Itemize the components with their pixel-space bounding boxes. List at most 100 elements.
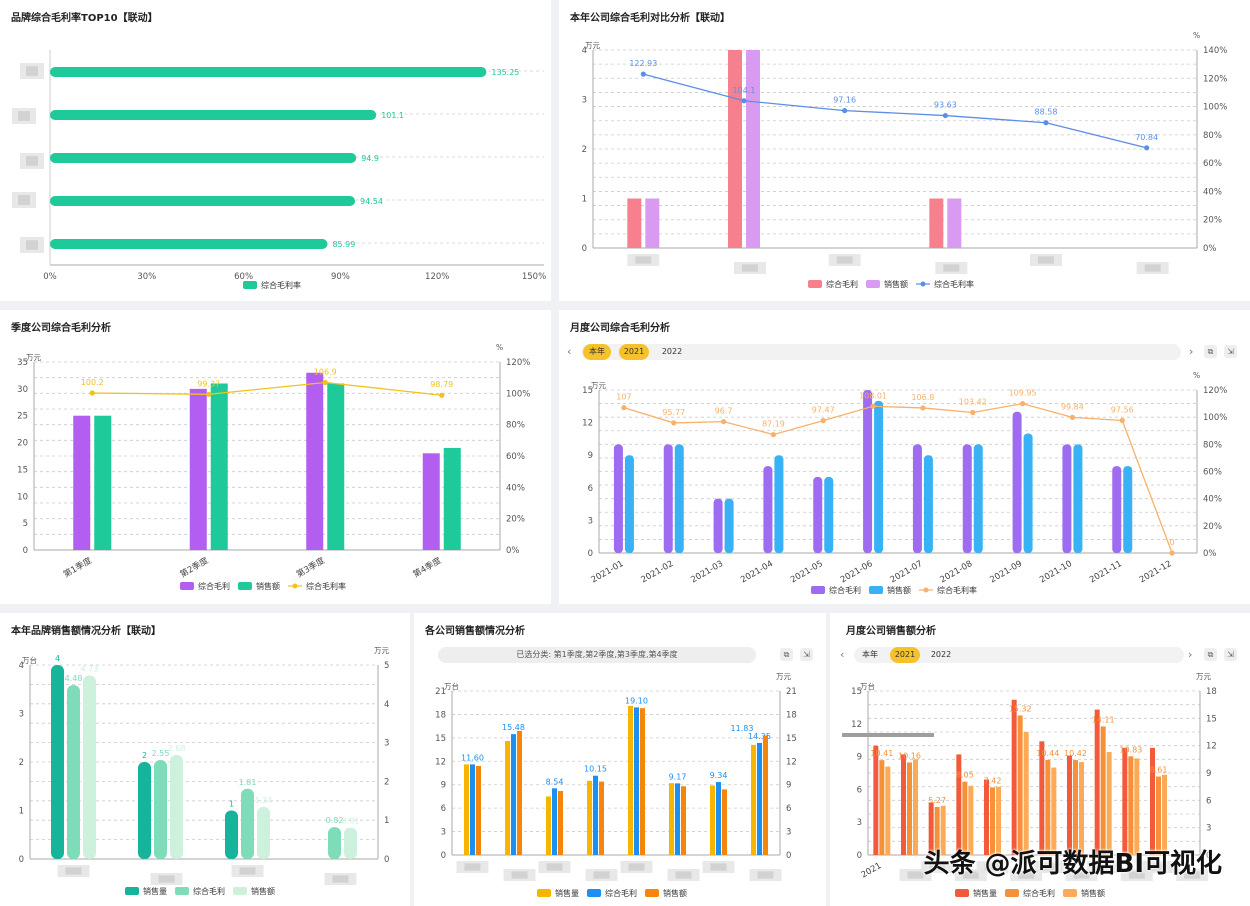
y-tick-label: 1	[582, 195, 587, 205]
company-sales-chart: 036912151821036912151821万台万元11.6015.488.…	[435, 672, 797, 898]
tab-2021[interactable]: 2021	[619, 344, 649, 360]
masked-category-label	[464, 863, 481, 871]
data-label: 10.44	[1036, 749, 1059, 758]
legend-label: 销售量	[973, 888, 997, 898]
tab-2022[interactable]: 2022	[661, 347, 683, 356]
export-icon[interactable]: ⇲	[800, 648, 813, 661]
tab-2022[interactable]: 2022	[930, 650, 952, 659]
y-tick-label: 4	[19, 661, 24, 671]
prev-arrow-icon[interactable]: ‹	[567, 345, 572, 358]
y-tick-label: 10	[17, 492, 28, 502]
data-label: 1.34	[255, 796, 273, 805]
bar	[470, 764, 475, 855]
bar	[824, 476, 834, 553]
bar	[327, 383, 345, 550]
masked-category-label	[943, 264, 960, 272]
chart-title: 各公司销售额情况分析	[425, 626, 525, 637]
bar	[675, 783, 680, 855]
tab-2021[interactable]: 2021	[890, 647, 920, 663]
masked-category-label	[1073, 871, 1090, 879]
y-tick-label: 5	[384, 661, 389, 671]
legend-swatch	[923, 587, 929, 593]
brand-sales-chart: 0 1 2 3 4 0 1 2 3 4 5 万台 万元 4 2 1 4.48 2.55 1.81 0.82 4.73 2.…	[19, 646, 390, 896]
next-arrow-icon[interactable]: ›	[1188, 648, 1193, 661]
data-label: 109.95	[1009, 389, 1037, 398]
data-label: 99.37	[197, 379, 220, 388]
masked-category-label	[18, 195, 30, 205]
x-tick-label: 第2季度	[178, 555, 211, 580]
y-tick-label: 12	[786, 757, 797, 767]
export-icon[interactable]: ⇲	[1224, 648, 1237, 661]
bar	[901, 754, 906, 855]
legend-swatch	[537, 889, 551, 897]
data-label: 15.32	[1009, 704, 1032, 713]
y-tick-label: 3	[786, 828, 791, 838]
bar	[83, 675, 96, 859]
prev-arrow-icon[interactable]: ‹	[840, 648, 845, 661]
bar	[189, 388, 207, 550]
brand-top10-chart: 135.25 101.1 94.9 94.54 85.99 0% 30% 60% 90% 120%…	[12, 50, 546, 290]
line-point	[1169, 550, 1175, 556]
data-label: 85.99	[332, 240, 355, 249]
y-tick-label: 80%	[1203, 131, 1222, 141]
bar	[923, 455, 933, 553]
line-point	[970, 409, 976, 416]
data-label: 10.16	[898, 751, 921, 760]
legend-label: 综合毛利	[193, 886, 225, 896]
export-icon[interactable]: ⇲	[1224, 345, 1237, 358]
y-tick-label: 60%	[1203, 159, 1222, 169]
x-tick-label: 2021-12	[1138, 559, 1174, 585]
y-tick-label: 100%	[506, 389, 530, 399]
data-label: 2.68	[168, 744, 186, 753]
y-tick-label: 20	[17, 439, 28, 449]
x-tick-label: 第1季度	[61, 555, 94, 580]
bar	[476, 765, 481, 855]
data-label: 14.11	[1092, 715, 1115, 724]
copy-icon[interactable]: ⧉	[780, 648, 793, 661]
masked-category-label	[710, 863, 727, 871]
legend-swatch	[955, 889, 969, 897]
data-label: 106.9	[314, 368, 337, 377]
y-tick-label: 15	[17, 465, 28, 475]
line-point	[820, 418, 826, 424]
bar	[1023, 732, 1029, 855]
y-tick-label: 30	[17, 385, 28, 395]
bar	[757, 742, 762, 855]
bar	[511, 734, 516, 855]
masked-category-label	[1150, 863, 1167, 871]
y-tick-label: 20%	[1203, 216, 1222, 226]
bar	[73, 415, 91, 550]
filter-bar[interactable]: 已选分类: 第1季度,第2季度,第3季度,第4季度	[438, 647, 756, 663]
data-label: 10.42	[1064, 749, 1087, 758]
tab-this-year[interactable]: 本年	[583, 344, 611, 360]
bar	[763, 466, 773, 553]
data-label: 8.54	[546, 777, 564, 786]
copy-icon[interactable]: ⧉	[1204, 648, 1217, 661]
y-tick-label: 4	[384, 700, 389, 710]
copy-icon[interactable]: ⧉	[1204, 345, 1217, 358]
line-point	[640, 71, 646, 77]
data-label: 96.7	[715, 407, 733, 416]
line-point	[621, 405, 627, 411]
legend-label: 销售额	[251, 886, 275, 896]
y-tick-label: 3	[1206, 824, 1211, 834]
legend-swatch	[866, 280, 880, 288]
bar	[663, 444, 673, 553]
bar	[628, 705, 633, 855]
bar	[716, 782, 721, 855]
legend-label: 销售额	[884, 279, 908, 289]
y-tick-label: 20%	[506, 515, 525, 525]
masked-category-label	[836, 256, 853, 264]
y-tick-label: 3	[582, 96, 587, 106]
masked-category-label	[929, 863, 946, 871]
tab-this-year[interactable]: 本年	[862, 650, 878, 659]
legend-label: 综合毛利	[1023, 888, 1055, 898]
bar	[443, 447, 461, 550]
y-axis-unit: 万台	[860, 681, 875, 691]
masked-category-label	[1038, 256, 1054, 264]
bar	[464, 764, 469, 855]
legend-label: 综合毛利	[829, 585, 861, 595]
y-tick-label: 0	[588, 549, 593, 559]
next-arrow-icon[interactable]: ›	[1189, 345, 1194, 358]
data-label: 15.48	[502, 723, 525, 732]
